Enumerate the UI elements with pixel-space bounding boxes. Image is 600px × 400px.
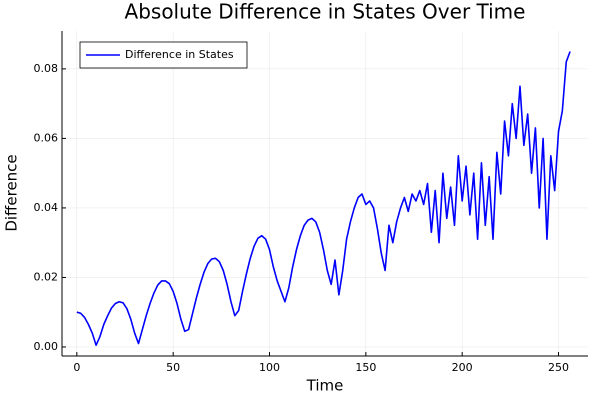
y-tick-label: 0.08 <box>34 62 59 75</box>
legend-label: Difference in States <box>125 48 234 61</box>
chart-title: Absolute Difference in States Over Time <box>125 0 526 24</box>
x-tick-label: 50 <box>166 361 180 374</box>
x-tick-label: 0 <box>73 361 80 374</box>
x-tick-label: 150 <box>355 361 376 374</box>
x-tick-label: 100 <box>259 361 280 374</box>
x-axis-label: Time <box>306 377 344 395</box>
y-tick-label: 0.00 <box>34 340 59 353</box>
y-tick-label: 0.02 <box>34 270 59 283</box>
y-axis-label: Difference <box>3 154 21 231</box>
data-line <box>76 51 571 347</box>
x-tick-label: 250 <box>548 361 569 374</box>
x-tick-label: 200 <box>452 361 473 374</box>
y-tick-label: 0.04 <box>34 201 59 214</box>
y-tick-label: 0.06 <box>34 131 59 144</box>
